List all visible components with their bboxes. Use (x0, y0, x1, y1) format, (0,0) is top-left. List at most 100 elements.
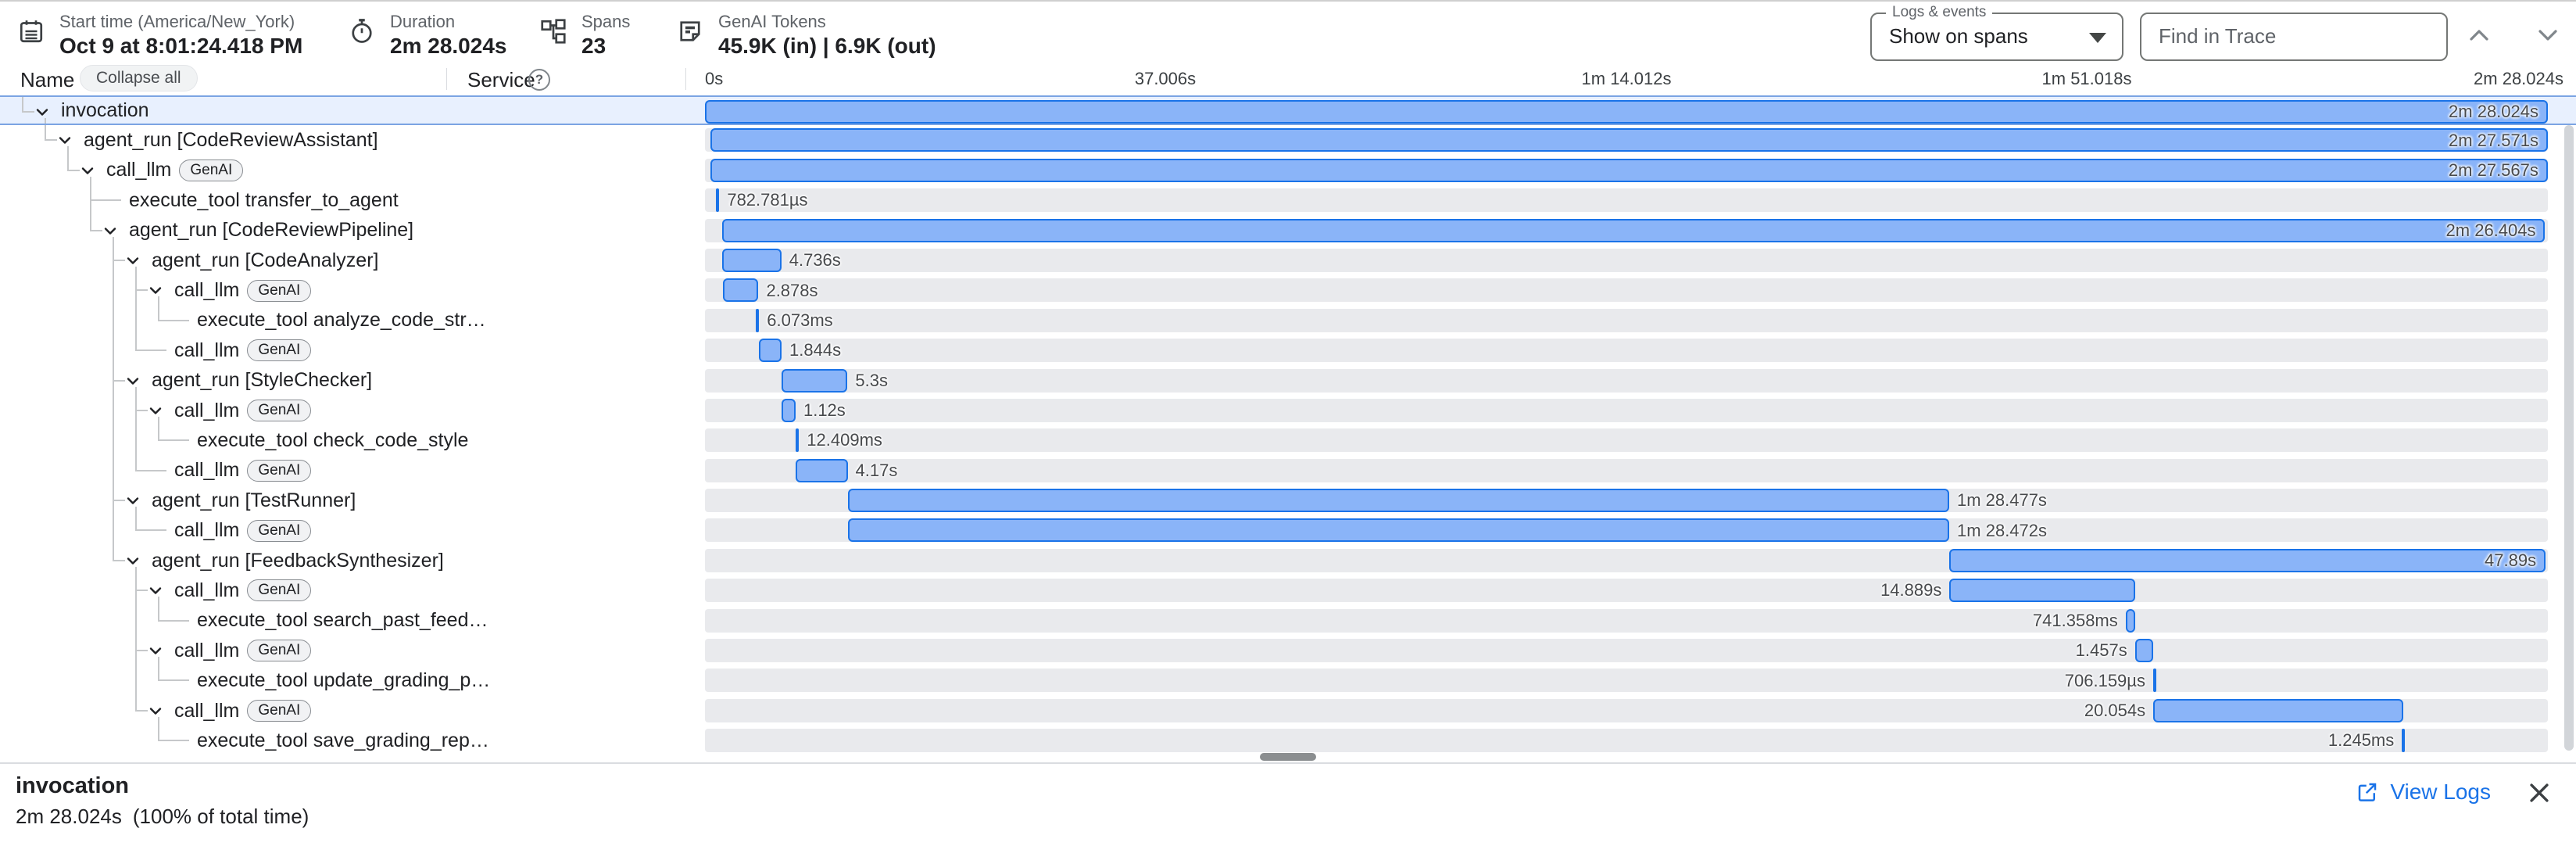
trace-row[interactable]: call_llm GenAI 1m 28.472s (0, 515, 2576, 546)
chevron-down-icon[interactable] (146, 401, 165, 420)
trace-row[interactable]: agent_run [CodeAnalyzer] 4.736s (0, 245, 2576, 276)
trace-row[interactable]: call_llm GenAI 14.889s (0, 575, 2576, 606)
span-bar[interactable] (705, 100, 2548, 124)
find-in-trace-input[interactable] (2157, 19, 2434, 53)
span-bar[interactable] (722, 218, 2546, 242)
trace-row[interactable]: agent_run [StyleChecker] 5.3s (0, 365, 2576, 396)
chevron-down-icon[interactable] (146, 581, 165, 600)
vertical-scrollbar[interactable] (2564, 125, 2574, 751)
span-duration-label: 2m 27.571s (2448, 130, 2538, 150)
tree-connector (113, 379, 125, 382)
trace-row[interactable]: call_llm GenAI 1.12s (0, 395, 2576, 426)
close-icon[interactable] (2526, 780, 2553, 806)
trace-row[interactable]: call_llm GenAI 2m 27.567s (0, 155, 2576, 186)
chevron-down-icon[interactable] (33, 102, 52, 121)
chevron-down-icon[interactable] (101, 221, 120, 240)
trace-row[interactable]: execute_tool save_grading_rep… 1.245ms (0, 726, 2576, 755)
tree-connector (135, 566, 137, 576)
find-prev-button[interactable] (2463, 23, 2495, 47)
tree-connector (135, 455, 137, 471)
genai-badge: GenAI (247, 459, 312, 482)
trace-row[interactable]: execute_tool update_grading_p… 706.159µs (0, 665, 2576, 696)
tree-connector (113, 545, 114, 561)
trace-row[interactable]: call_llm GenAI 20.054s (0, 695, 2576, 726)
tree-connector (158, 319, 189, 321)
chevron-down-icon[interactable] (146, 701, 165, 720)
trace-row[interactable]: call_llm GenAI 4.17s (0, 455, 2576, 486)
span-bar[interactable] (2125, 608, 2135, 633)
span-duration-label: 1.12s (803, 400, 846, 421)
logs-events-select[interactable]: Logs & events Show on spans (1870, 4, 2123, 61)
trace-row[interactable]: call_llm GenAI 1.844s (0, 335, 2576, 366)
span-name: call_llm GenAI (174, 396, 312, 425)
selected-span-duration: 2m 28.024s (100% of total time) (16, 805, 309, 829)
tree-connector (45, 139, 57, 142)
spans-stat: Spans 23 (539, 11, 630, 59)
trace-row[interactable]: agent_run [FeedbackSynthesizer] 47.89s (0, 545, 2576, 576)
trace-row[interactable]: call_llm GenAI 1.457s (0, 636, 2576, 666)
tree-connector (158, 416, 159, 426)
span-bar[interactable] (1949, 548, 2546, 572)
tree-connector (158, 296, 159, 306)
tree-connector (90, 229, 102, 231)
tree-connector (158, 605, 159, 622)
chevron-down-icon[interactable] (123, 371, 142, 390)
span-bar[interactable] (781, 368, 848, 393)
stat-label: GenAI Tokens (718, 12, 826, 31)
service-help-icon[interactable]: ? (528, 69, 550, 91)
span-bar[interactable] (710, 158, 2548, 182)
chevron-down-icon[interactable] (123, 491, 142, 510)
trace-row[interactable]: execute_tool search_past_feed… 741.358ms (0, 605, 2576, 636)
trace-row[interactable]: agent_run [CodeReviewAssistant] 2m 27.571… (0, 125, 2576, 156)
span-bar[interactable] (710, 128, 2548, 152)
view-logs-link[interactable]: View Logs (2356, 780, 2491, 805)
timeline-track (705, 368, 2548, 393)
span-duration-label: 741.358ms (2032, 610, 2118, 630)
trace-row[interactable]: agent_run [CodeReviewPipeline] 2m 26.404s (0, 215, 2576, 246)
trace-row[interactable]: invocation 2m 28.024s (0, 95, 2576, 126)
tree-guide-line (113, 305, 114, 336)
chevron-down-icon[interactable] (146, 641, 165, 660)
collapse-all-button[interactable]: Collapse all (80, 65, 198, 91)
tree-guide-line (135, 665, 137, 696)
stat-label: Duration (390, 12, 456, 31)
genai-badge: GenAI (179, 159, 244, 181)
timeline-track (705, 729, 2548, 753)
span-duration-label: 1m 28.472s (1957, 520, 2048, 540)
span-bar[interactable] (796, 428, 800, 453)
span-bar[interactable] (716, 188, 720, 213)
span-bar[interactable] (1949, 579, 2135, 603)
chevron-down-icon[interactable] (78, 161, 97, 180)
trace-row[interactable]: execute_tool check_code_style 12.409ms (0, 425, 2576, 456)
panel-resize-handle[interactable] (1260, 753, 1316, 761)
span-bar[interactable] (2152, 669, 2156, 693)
timeline-track (705, 458, 2548, 482)
span-name: call_llm GenAI (106, 156, 244, 185)
span-bar[interactable] (782, 398, 796, 422)
span-bar[interactable] (756, 308, 760, 332)
span-bar[interactable] (847, 489, 1949, 513)
chevron-down-icon[interactable] (55, 131, 74, 149)
find-next-button[interactable] (2532, 23, 2563, 47)
span-bar[interactable] (2153, 698, 2403, 722)
span-bar[interactable] (2402, 729, 2406, 753)
span-bar[interactable] (847, 518, 1950, 543)
trace-row[interactable]: call_llm GenAI 2.878s (0, 275, 2576, 306)
chevron-down-icon[interactable] (146, 281, 165, 299)
tree-guide-line (135, 605, 137, 636)
tree-guide-line (113, 515, 114, 546)
span-bar[interactable] (722, 278, 759, 303)
span-bar[interactable] (722, 248, 782, 272)
trace-row[interactable]: execute_tool transfer_to_agent 782.781µs (0, 185, 2576, 216)
trace-row[interactable]: agent_run [TestRunner] 1m 28.477s (0, 486, 2576, 516)
trace-row[interactable]: execute_tool analyze_code_str… 6.073ms (0, 305, 2576, 336)
span-bar[interactable] (2134, 639, 2153, 663)
span-name: agent_run [FeedbackSynthesizer] (152, 549, 444, 572)
chevron-down-icon[interactable] (123, 251, 142, 270)
span-bar[interactable] (796, 458, 848, 482)
chevron-down-icon[interactable] (123, 551, 142, 570)
timeline-track (705, 639, 2548, 663)
span-bar[interactable] (758, 339, 782, 363)
tree-connector (22, 97, 23, 113)
